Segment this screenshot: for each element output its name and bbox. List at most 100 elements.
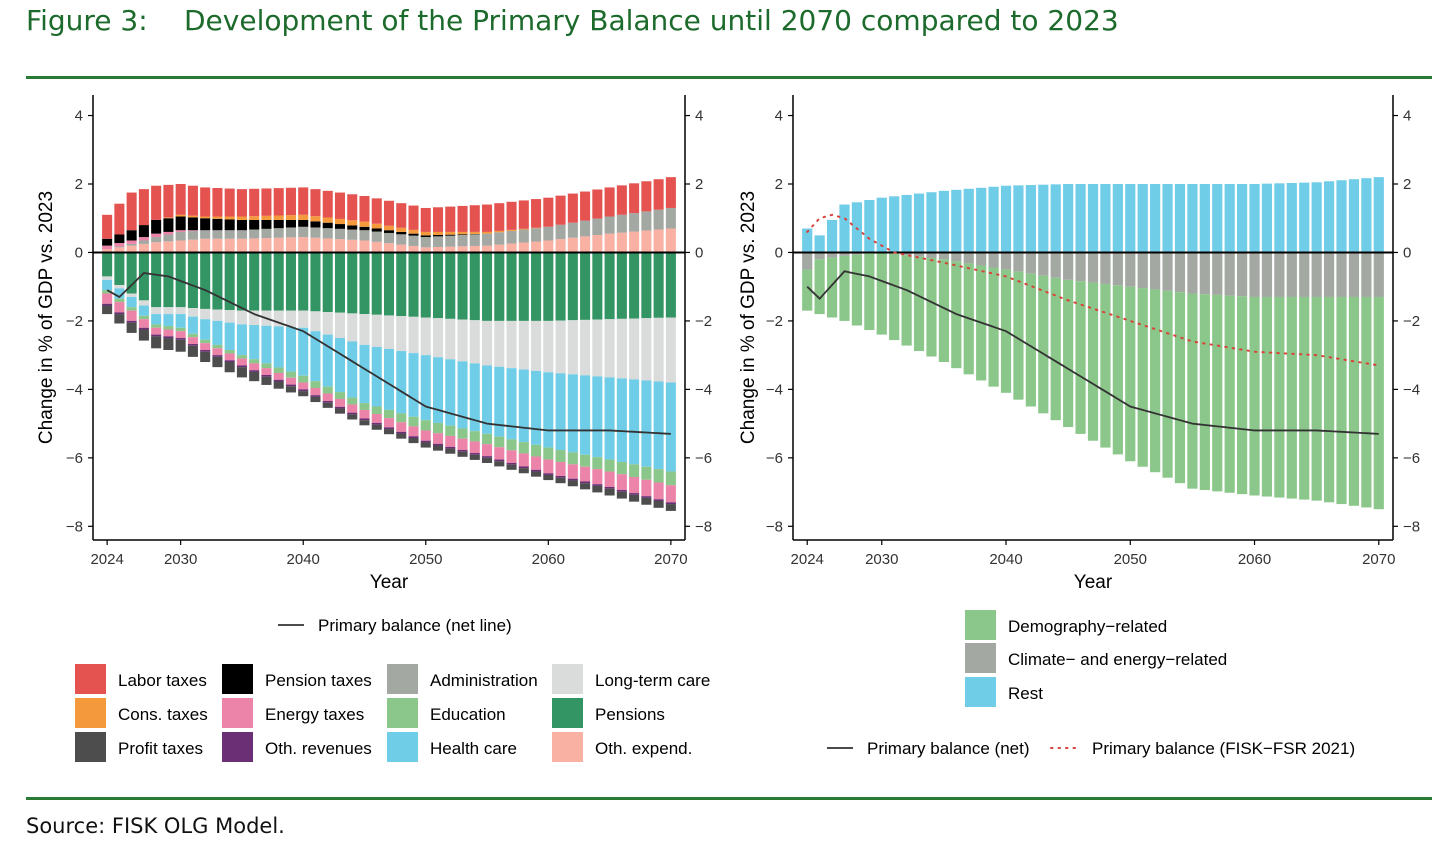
bar-oth-expend-2044 xyxy=(347,239,358,253)
bar-profit-taxes-2024 xyxy=(102,305,113,315)
bar-climate-and-energy-related-2024 xyxy=(802,252,813,270)
bar-climate-and-energy-related-2069 xyxy=(1361,252,1372,297)
bar-oth-expend-2062 xyxy=(567,237,578,253)
bar-labor-taxes-2060 xyxy=(543,197,554,227)
bar-long-term-care-2052 xyxy=(445,318,456,360)
bar-education-2034 xyxy=(224,350,235,354)
bar-pensions-2069 xyxy=(653,252,664,318)
bar-administration-2065 xyxy=(604,216,615,234)
top-divider xyxy=(26,76,1432,79)
legend-label-oth-expend: Oth. expend. xyxy=(595,739,692,758)
bar-administration-2041 xyxy=(310,227,321,238)
bar-energy-taxes-2068 xyxy=(641,479,652,497)
legend-swatch-pensions xyxy=(552,698,583,728)
bar-long-term-care-2062 xyxy=(567,320,578,375)
y-tick-label-left: −4 xyxy=(766,381,783,398)
bar-education-2047 xyxy=(383,409,395,419)
bar-rest-2066 xyxy=(1323,181,1335,253)
bar-pensions-2038 xyxy=(273,252,284,311)
bar-long-term-care-2033 xyxy=(212,309,223,321)
bar-administration-2054 xyxy=(469,234,480,246)
y-tick-label-left: −6 xyxy=(766,450,783,467)
bar-labor-taxes-2070 xyxy=(665,177,676,208)
bar-administration-2053 xyxy=(457,235,468,247)
bar-oth-expend-2041 xyxy=(310,237,321,253)
bar-demography-related-2065 xyxy=(1311,296,1322,501)
bar-demography-related-2056 xyxy=(1199,294,1210,491)
bar-administration-2063 xyxy=(580,220,591,237)
bar-energy-taxes-2060 xyxy=(543,459,554,474)
bar-profit-taxes-2051 xyxy=(433,445,444,451)
legend-label-oth-revenues: Oth. revenues xyxy=(265,739,372,758)
bar-oth-expend-2043 xyxy=(334,239,345,253)
bar-long-term-care-2050 xyxy=(420,317,431,356)
bar-rest-2058 xyxy=(1224,184,1235,253)
bar-climate-and-energy-related-2046 xyxy=(1075,252,1086,282)
bar-climate-and-energy-related-2055 xyxy=(1187,252,1198,294)
bar-oth-revenues-2065 xyxy=(604,486,615,489)
bar-pension-taxes-2041 xyxy=(310,221,321,228)
figure-title: Development of the Primary Balance until… xyxy=(184,4,1119,37)
bar-pension-taxes-2048 xyxy=(396,231,407,235)
bar-long-term-care-2027 xyxy=(138,300,149,306)
bar-administration-2031 xyxy=(187,231,198,240)
bar-long-term-care-2046 xyxy=(371,314,382,347)
legend-swatch-oth-revenues xyxy=(222,732,253,762)
bar-long-term-care-2043 xyxy=(334,312,345,339)
bar-labor-taxes-2047 xyxy=(383,200,395,226)
bar-education-2043 xyxy=(334,392,345,399)
bar-energy-taxes-2056 xyxy=(494,447,505,460)
bar-energy-taxes-2030 xyxy=(175,230,186,232)
bar-pension-taxes-2046 xyxy=(371,228,382,232)
bar-oth-expend-2064 xyxy=(592,235,603,253)
bar-oth-revenues-2048 xyxy=(396,431,407,434)
bar-administration-2051 xyxy=(433,236,444,247)
bar-energy-taxes-2067 xyxy=(629,477,640,494)
bar-long-term-care-2051 xyxy=(433,318,444,358)
bar-climate-and-energy-related-2057 xyxy=(1212,252,1223,295)
bar-demography-related-2034 xyxy=(926,257,937,357)
legend-label-net: Primary balance (net) xyxy=(867,739,1030,758)
bar-rest-2040 xyxy=(1000,185,1012,253)
bar-health-care-2062 xyxy=(567,374,578,453)
bar-pensions-2060 xyxy=(543,252,554,321)
bar-administration-2047 xyxy=(383,232,395,244)
bar-administration-2030 xyxy=(175,231,186,241)
bar-pensions-2032 xyxy=(200,252,211,309)
y-tick-label-right: 0 xyxy=(1403,244,1411,261)
bar-profit-taxes-2047 xyxy=(383,429,395,435)
chart-right: 4 4 2 2 0 0 −2 −2 −4 −4 −6 −6 −8 −8 2024 2030 2040 2050 20… xyxy=(738,95,1420,758)
bar-long-term-care-2068 xyxy=(641,318,652,381)
bar-labor-taxes-2025 xyxy=(114,203,125,235)
bar-climate-and-energy-related-2036 xyxy=(951,252,962,262)
bar-administration-2044 xyxy=(347,229,358,240)
bar-pension-taxes-2035 xyxy=(236,219,247,231)
y-tick-label-right: −8 xyxy=(695,518,712,535)
bar-health-care-2056 xyxy=(494,366,505,437)
bar-energy-taxes-2062 xyxy=(567,464,578,479)
bar-profit-taxes-2065 xyxy=(604,488,615,496)
bar-cons-taxes-2029 xyxy=(163,217,174,219)
y-tick-label-left: −8 xyxy=(766,518,783,535)
bar-rest-2062 xyxy=(1274,183,1285,253)
bar-cons-taxes-2053 xyxy=(457,231,468,235)
bar-demography-related-2042 xyxy=(1025,273,1036,407)
bar-profit-taxes-2040 xyxy=(298,391,309,397)
bar-health-care-2057 xyxy=(506,368,517,440)
bar-cons-taxes-2039 xyxy=(285,215,296,220)
bar-oth-revenues-2067 xyxy=(629,493,640,495)
legend-line-label: Primary balance (net line) xyxy=(318,616,512,635)
bar-cons-taxes-2049 xyxy=(408,229,419,234)
bar-oth-expend-2070 xyxy=(665,228,676,253)
bar-administration-2037 xyxy=(261,228,272,239)
bar-cons-taxes-2054 xyxy=(469,231,480,234)
bar-rest-2059 xyxy=(1237,184,1248,253)
bar-climate-and-energy-related-2059 xyxy=(1237,252,1248,297)
bar-rest-2069 xyxy=(1361,178,1372,253)
bar-pensions-2050 xyxy=(420,252,431,318)
y-tick-label-right: −4 xyxy=(1403,381,1420,398)
bar-education-2029 xyxy=(163,326,174,330)
legend-swatch-oth-expend xyxy=(552,732,583,762)
bar-oth-expend-2052 xyxy=(445,246,456,253)
bar-energy-taxes-2038 xyxy=(273,372,284,380)
